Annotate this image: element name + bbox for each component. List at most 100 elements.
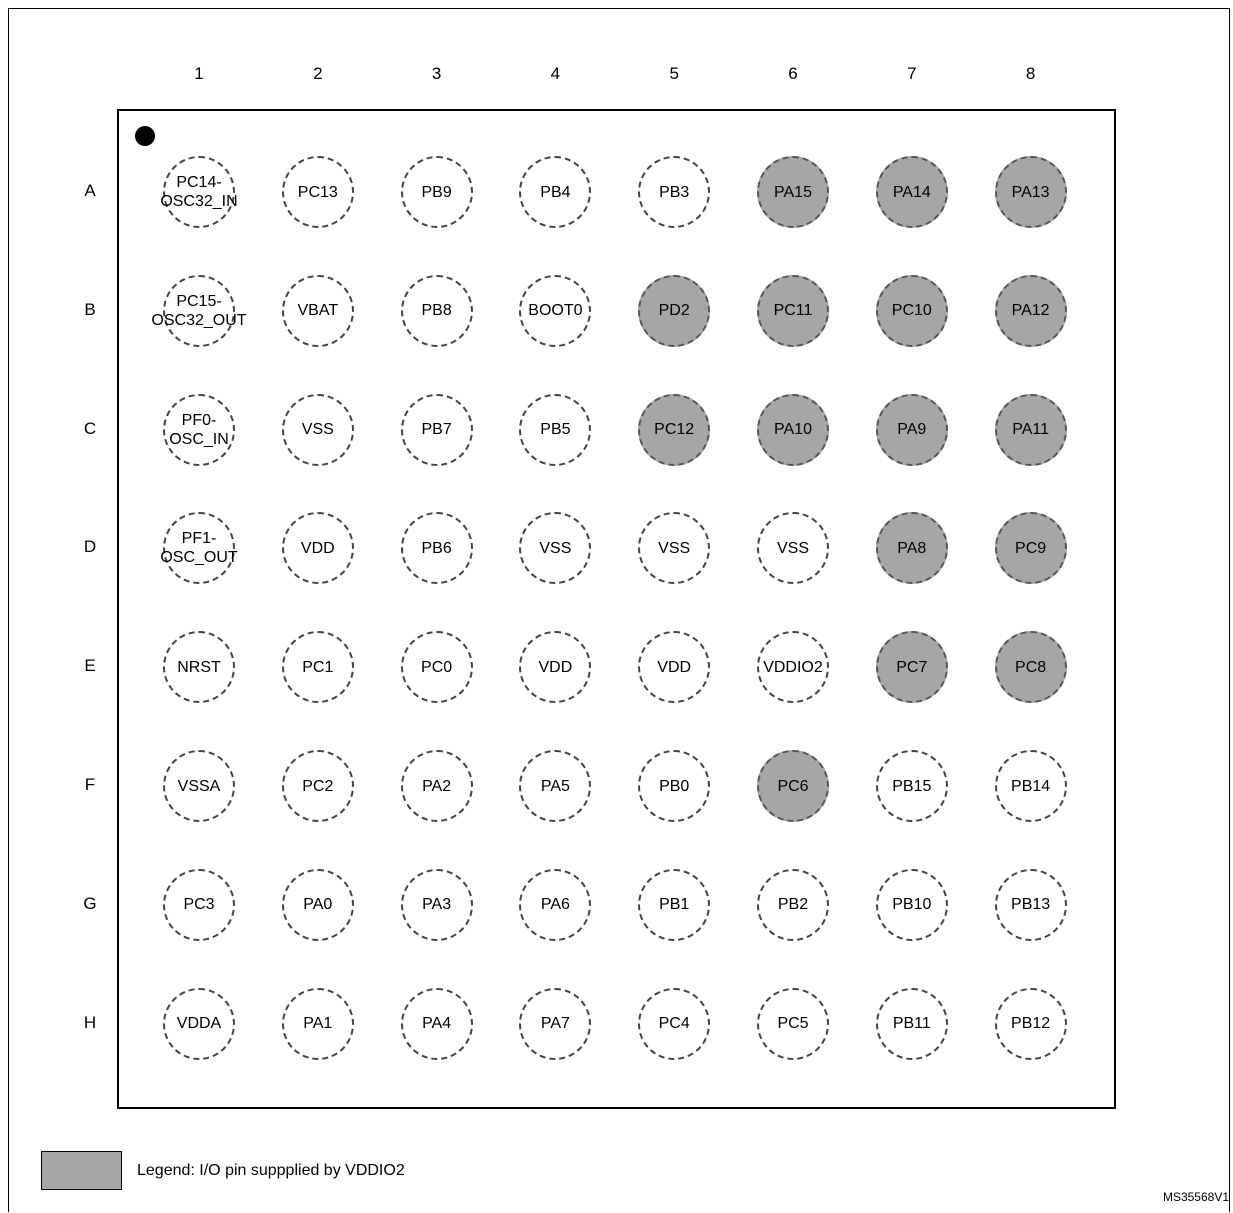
ball-G2 bbox=[281, 868, 354, 941]
ball-B7 bbox=[875, 274, 948, 347]
pin-name: PB9 bbox=[421, 183, 452, 201]
row-label: B bbox=[84, 299, 96, 319]
pin-name: PB8 bbox=[421, 302, 452, 320]
pin-name: PC7 bbox=[896, 658, 928, 676]
pin-name: PB5 bbox=[540, 421, 571, 439]
ball-A1 bbox=[163, 156, 235, 228]
pin-name: BOOT0 bbox=[528, 302, 583, 320]
pin-name: PA10 bbox=[774, 421, 812, 439]
row-label: F bbox=[84, 775, 96, 794]
pin-name: VSSA bbox=[177, 777, 221, 795]
ball-G4 bbox=[519, 868, 592, 941]
pin-name: PC2 bbox=[302, 777, 334, 795]
pin1-marker bbox=[135, 126, 155, 146]
ball-C1 bbox=[163, 393, 235, 466]
ball-B4 bbox=[519, 274, 592, 347]
pin-name: PC3 bbox=[183, 896, 215, 914]
figure-frame bbox=[8, 8, 1230, 1212]
ball-H1 bbox=[163, 987, 235, 1060]
pin-name: PB6 bbox=[421, 539, 452, 557]
ball-A4 bbox=[519, 156, 592, 228]
pin-name: PA13 bbox=[1011, 183, 1050, 201]
ball-D6 bbox=[757, 512, 829, 585]
pin-name: PB11 bbox=[892, 1015, 931, 1033]
pin-name: PC5 bbox=[777, 1015, 809, 1033]
ball-G3 bbox=[400, 868, 473, 941]
pin-name: NRST bbox=[177, 658, 221, 676]
pin-name: PA2 bbox=[422, 777, 452, 795]
column-label: 1 bbox=[194, 64, 204, 83]
pin-name: PA11 bbox=[1012, 421, 1049, 439]
column-label: 5 bbox=[669, 64, 679, 83]
ball-D7 bbox=[875, 512, 948, 585]
pin-name: PA15 bbox=[774, 183, 812, 201]
pin-name: PC0 bbox=[421, 658, 453, 676]
ball-E8 bbox=[994, 631, 1067, 704]
ball-H2 bbox=[281, 987, 354, 1060]
pin-name: PB7 bbox=[421, 421, 452, 439]
column-label: 8 bbox=[1025, 64, 1036, 83]
ball-A6 bbox=[757, 156, 829, 228]
legend-text: Legend: I/O pin suppplied by VDDIO2 bbox=[137, 1162, 405, 1179]
pin-name: VBAT bbox=[297, 302, 339, 320]
ball-C6 bbox=[757, 393, 829, 466]
pin-name: VSS bbox=[539, 539, 572, 557]
pin-name: PA8 bbox=[897, 539, 927, 557]
ball-A7 bbox=[875, 156, 948, 228]
ball-H5 bbox=[638, 987, 711, 1060]
ball-D1 bbox=[163, 512, 235, 585]
ball-E2 bbox=[281, 631, 354, 704]
pin-name: VSS bbox=[658, 539, 691, 557]
row-label: D bbox=[83, 537, 97, 557]
ball-C4 bbox=[519, 393, 592, 466]
ball-C7 bbox=[875, 393, 948, 466]
ball-G1 bbox=[163, 868, 235, 941]
ball-F3 bbox=[400, 750, 473, 822]
pin-name: PC15- OSC32_OUT bbox=[151, 292, 247, 329]
ball-H3 bbox=[400, 987, 473, 1060]
ball-H4 bbox=[519, 987, 592, 1060]
ball-F8 bbox=[994, 750, 1067, 822]
pin-name: PC1 bbox=[302, 658, 334, 676]
ball-H7 bbox=[875, 987, 948, 1060]
pin-name: PA6 bbox=[540, 896, 570, 914]
ball-D2 bbox=[281, 512, 354, 585]
column-label: 3 bbox=[431, 64, 442, 83]
ball-E3 bbox=[400, 631, 473, 704]
pin-name: PB4 bbox=[540, 183, 571, 201]
package-outline bbox=[117, 109, 1116, 1109]
ball-G8 bbox=[994, 868, 1067, 941]
column-label: 2 bbox=[313, 64, 323, 83]
pin-name: PA7 bbox=[540, 1015, 570, 1033]
pin-name: PA14 bbox=[892, 183, 931, 201]
pin-name: PB3 bbox=[659, 183, 690, 201]
ball-E7 bbox=[875, 631, 948, 704]
figure-id: MS35568V1 bbox=[1162, 1190, 1229, 1204]
ball-G5 bbox=[638, 868, 711, 941]
pin-name: VDD bbox=[538, 658, 573, 676]
pin-name: PB1 bbox=[659, 896, 690, 914]
pin-name: PC11 bbox=[773, 302, 813, 320]
ball-G6 bbox=[757, 868, 829, 941]
pin-name: VDD bbox=[300, 539, 335, 557]
pin-name: VSS bbox=[776, 539, 809, 557]
pin-name: PA3 bbox=[422, 896, 452, 914]
pin-name: PB2 bbox=[777, 896, 809, 914]
pin-name: PD2 bbox=[658, 302, 690, 320]
ball-H6 bbox=[757, 987, 829, 1060]
ball-D3 bbox=[400, 512, 473, 585]
column-label: 6 bbox=[788, 64, 798, 83]
ball-B3 bbox=[400, 274, 473, 347]
legend-swatch bbox=[41, 1151, 122, 1190]
ball-F6 bbox=[757, 750, 829, 822]
column-label: 4 bbox=[550, 64, 561, 83]
pin-name: PA9 bbox=[897, 421, 927, 439]
pin-name: PC10 bbox=[891, 302, 932, 320]
pin-name: PB12 bbox=[1011, 1015, 1051, 1033]
ball-B2 bbox=[281, 274, 354, 347]
ball-D8 bbox=[994, 512, 1067, 585]
ball-C8 bbox=[994, 393, 1067, 466]
ball-E4 bbox=[519, 631, 592, 704]
pin-name: PB13 bbox=[1011, 896, 1051, 914]
ball-F1 bbox=[163, 750, 235, 822]
